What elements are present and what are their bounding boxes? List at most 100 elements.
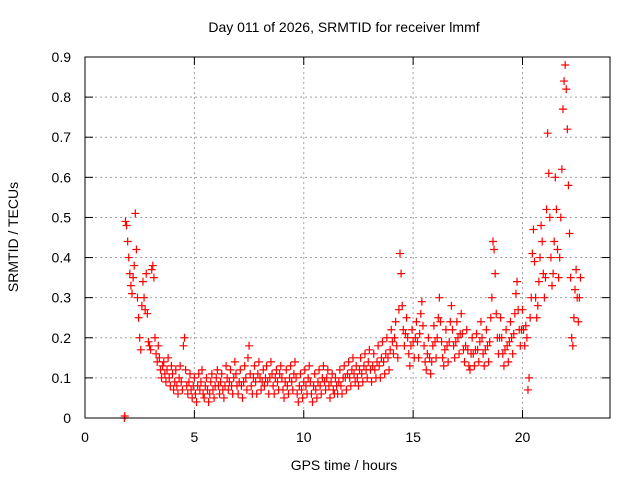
data-point: [482, 325, 491, 334]
data-point: [335, 365, 344, 374]
data-point: [363, 373, 372, 382]
data-point: [485, 337, 494, 346]
data-point: [402, 313, 411, 322]
data-point: [345, 373, 354, 382]
data-point: [165, 373, 174, 382]
data-point: [383, 353, 392, 362]
data-point: [308, 397, 317, 406]
data-point: [423, 349, 432, 358]
data-point: [143, 309, 152, 318]
y-tick-label: 0.9: [52, 49, 72, 65]
data-point: [449, 341, 458, 350]
data-point: [566, 273, 575, 282]
data-point: [280, 393, 289, 402]
data-point: [563, 125, 572, 134]
data-point: [550, 237, 559, 246]
data-point: [551, 173, 560, 182]
data-point: [418, 321, 427, 330]
data-point: [253, 369, 262, 378]
data-point: [138, 277, 147, 286]
data-point: [212, 373, 221, 382]
data-point: [300, 365, 309, 374]
data-point: [292, 373, 301, 382]
data-point: [148, 261, 157, 270]
data-point: [503, 341, 512, 350]
data-points: [120, 61, 585, 422]
data-point: [505, 337, 514, 346]
data-point: [422, 365, 431, 374]
data-point: [354, 381, 363, 390]
data-point: [190, 373, 199, 382]
data-point: [207, 369, 216, 378]
data-point: [457, 309, 466, 318]
data-point: [136, 345, 145, 354]
data-point: [562, 85, 571, 94]
data-point: [129, 273, 138, 282]
data-point: [427, 357, 436, 366]
data-point: [137, 301, 146, 310]
data-point: [340, 361, 349, 370]
data-point: [381, 349, 390, 358]
data-point: [329, 385, 338, 394]
data-point: [521, 321, 530, 330]
data-point: [229, 373, 238, 382]
data-point: [184, 377, 193, 386]
data-point: [498, 349, 507, 358]
data-point: [536, 253, 544, 262]
data-point: [350, 369, 359, 378]
x-tick-label: 15: [405, 429, 421, 445]
data-point: [130, 261, 139, 270]
data-point: [222, 361, 231, 370]
data-point: [488, 237, 497, 246]
data-point: [504, 357, 513, 366]
data-point: [140, 293, 149, 302]
data-point: [553, 245, 562, 254]
data-point: [369, 349, 378, 358]
data-point: [398, 301, 407, 310]
data-point: [364, 357, 373, 366]
data-point: [414, 353, 423, 362]
data-point: [347, 365, 356, 374]
data-point: [490, 245, 499, 254]
tick-layer: 0 0.1 0.2 0.3 0.4 0.5 0.6 0.7 0.8 0.9 0 5 10 15 20: [52, 49, 610, 445]
data-point: [413, 337, 422, 346]
data-point: [173, 389, 182, 398]
data-point: [466, 365, 474, 374]
data-point: [370, 365, 379, 374]
data-point: [434, 313, 443, 322]
data-point: [575, 293, 584, 302]
x-tick-label: 0: [81, 429, 89, 445]
data-point: [560, 77, 569, 86]
data-point: [225, 377, 234, 386]
data-point: [273, 377, 282, 386]
data-point: [487, 293, 496, 302]
data-point: [296, 369, 305, 378]
data-point: [483, 341, 492, 350]
data-point: [484, 357, 493, 366]
data-point: [293, 389, 302, 398]
data-point: [394, 305, 403, 314]
data-point: [499, 361, 508, 370]
data-point: [481, 345, 490, 354]
data-point: [122, 221, 131, 230]
data-point: [169, 385, 178, 394]
data-point: [554, 273, 563, 282]
data-point: [331, 373, 340, 382]
data-point: [194, 369, 203, 378]
data-point: [216, 377, 225, 386]
data-point: [397, 269, 406, 278]
data-point: [367, 377, 376, 386]
data-point: [287, 377, 296, 386]
data-point: [405, 361, 414, 370]
data-point: [298, 393, 307, 402]
chart-title: Day 011 of 2026, SRMTID for receiver lmm…: [208, 19, 479, 35]
data-point: [191, 389, 200, 398]
data-point: [530, 257, 539, 266]
data-point: [440, 345, 449, 354]
data-point: [533, 301, 542, 310]
data-point: [545, 213, 554, 222]
data-point: [391, 317, 400, 326]
data-point: [283, 381, 292, 390]
data-point: [176, 361, 185, 370]
